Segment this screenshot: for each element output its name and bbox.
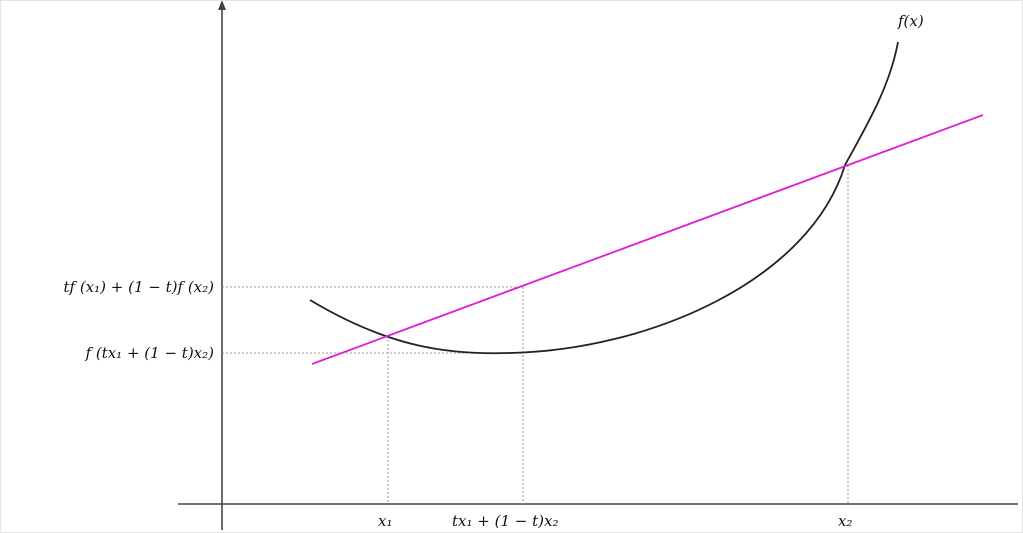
- convex-curve: [309, 41, 899, 355]
- x1-tick-label: x₁: [378, 512, 392, 530]
- chord-value-label: tf (x₁) + (1 − t)f (x₂): [63, 278, 214, 296]
- y-axis-arrow-icon: [218, 0, 226, 10]
- chord-line: [311, 114, 984, 365]
- function-value-label: f (tx₁ + (1 − t)x₂): [85, 344, 215, 362]
- x2-tick-label: x₂: [838, 512, 852, 530]
- mid-tick-label: tx₁ + (1 − t)x₂: [452, 512, 558, 530]
- curve-label: f(x): [897, 12, 924, 30]
